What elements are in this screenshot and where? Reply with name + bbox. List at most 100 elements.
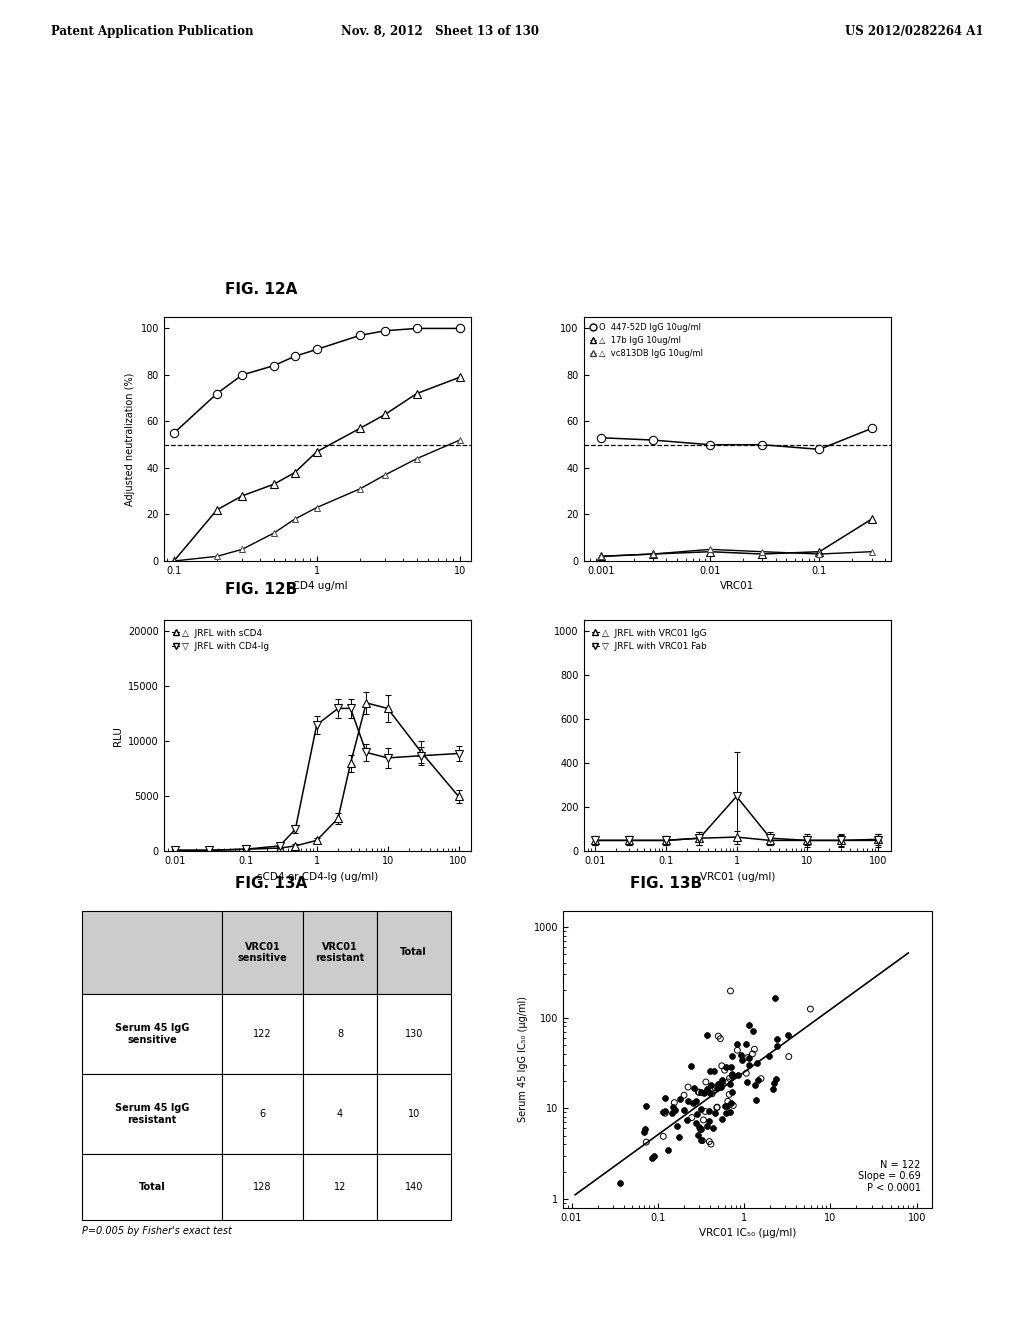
Point [749, 1052, 765, 1073]
Point [765, 1078, 781, 1100]
Point [740, 1047, 757, 1068]
Point [721, 1068, 737, 1089]
Point [692, 1118, 709, 1139]
Legend: O  447-52D IgG 10ug/ml, △  17b IgG 10ug/ml, △  vc813DB IgG 10ug/ml: O 447-52D IgG 10ug/ml, △ 17b IgG 10ug/ml… [588, 321, 705, 359]
Text: 10: 10 [408, 1109, 420, 1119]
Point [699, 1080, 716, 1101]
Text: 12: 12 [334, 1181, 346, 1192]
Bar [222, 1154, 303, 1220]
Point [723, 1092, 739, 1113]
Bar [377, 1074, 451, 1154]
Point [692, 1098, 709, 1119]
Point [644, 1147, 660, 1168]
Point [744, 1020, 761, 1041]
Point [709, 1097, 725, 1118]
Point [714, 1109, 730, 1130]
Point [724, 1065, 740, 1086]
Text: VRC01
sensitive: VRC01 sensitive [238, 941, 288, 964]
Text: Total: Total [400, 948, 427, 957]
Point [722, 1056, 738, 1077]
Text: FIG. 12A: FIG. 12A [225, 282, 298, 297]
Point [719, 1096, 735, 1117]
Text: 128: 128 [253, 1181, 271, 1192]
Point [689, 1104, 706, 1125]
Y-axis label: Serum 45 IgG IC₅₀ (μg/ml): Serum 45 IgG IC₅₀ (μg/ml) [518, 997, 528, 1122]
Point [713, 1072, 729, 1093]
Point [729, 1040, 745, 1061]
X-axis label: VRC01 IC₅₀ (μg/ml): VRC01 IC₅₀ (μg/ml) [698, 1228, 797, 1238]
Point [669, 1115, 685, 1137]
Point [697, 1072, 714, 1093]
Point [714, 1069, 730, 1090]
Bar [377, 911, 451, 994]
Legend: △  JRFL with sCD4, ▽  JRFL with CD4-Ig: △ JRFL with sCD4, ▽ JRFL with CD4-Ig [168, 624, 272, 655]
Point [713, 1028, 729, 1049]
Point [683, 1055, 699, 1076]
Y-axis label: RLU: RLU [113, 726, 123, 746]
Point [767, 987, 783, 1008]
Point [679, 1110, 695, 1131]
Point [714, 1055, 730, 1076]
Point [744, 1043, 761, 1064]
Text: 8: 8 [337, 1030, 343, 1039]
Point [710, 1074, 726, 1096]
Point [687, 1113, 703, 1134]
Text: Serum 45 IgG
resistant: Serum 45 IgG resistant [115, 1104, 189, 1125]
Point [690, 1117, 707, 1138]
Point [722, 981, 738, 1002]
Bar [303, 911, 377, 994]
Bar [377, 994, 451, 1074]
Point [739, 1047, 756, 1068]
Point [730, 1064, 746, 1085]
Point [761, 1045, 777, 1067]
Point [691, 1082, 708, 1104]
Point [676, 1100, 692, 1121]
Point [676, 1085, 692, 1106]
Point [748, 1089, 764, 1110]
Text: FIG. 13B: FIG. 13B [630, 876, 701, 891]
Point [637, 1118, 653, 1139]
Point [724, 1081, 740, 1102]
Point [666, 1096, 682, 1117]
Point [725, 1094, 741, 1115]
Point [698, 1115, 715, 1137]
Point [746, 1074, 763, 1096]
Point [698, 1078, 715, 1100]
Point [638, 1131, 654, 1152]
Point [740, 1055, 757, 1076]
Point [701, 1082, 718, 1104]
Point [769, 1035, 785, 1056]
Point [708, 1077, 724, 1098]
Bar [303, 994, 377, 1074]
Point [703, 1084, 720, 1105]
Point [737, 1034, 754, 1055]
Point [638, 1096, 654, 1117]
Bar [303, 1154, 377, 1220]
Point [672, 1089, 688, 1110]
Point [802, 998, 818, 1019]
Point [722, 1101, 738, 1122]
Point [686, 1077, 702, 1098]
Point [738, 1072, 755, 1093]
Point [671, 1126, 687, 1147]
Point [769, 1028, 785, 1049]
Point [692, 1119, 709, 1140]
Point [695, 1082, 712, 1104]
Point [692, 1130, 709, 1151]
Point [667, 1092, 683, 1113]
Point [697, 1101, 714, 1122]
Point [720, 1072, 736, 1093]
Bar [303, 1074, 377, 1154]
Point [718, 1104, 734, 1125]
Point [685, 1093, 701, 1114]
Point [724, 1063, 740, 1084]
Point [768, 1068, 784, 1089]
Point [753, 1068, 769, 1089]
Point [680, 1077, 696, 1098]
Point [690, 1081, 707, 1102]
Bar [82, 1154, 222, 1220]
Point [765, 1073, 781, 1094]
Bar [82, 911, 222, 994]
Point [655, 1126, 672, 1147]
Text: FIG. 12B: FIG. 12B [225, 582, 298, 597]
